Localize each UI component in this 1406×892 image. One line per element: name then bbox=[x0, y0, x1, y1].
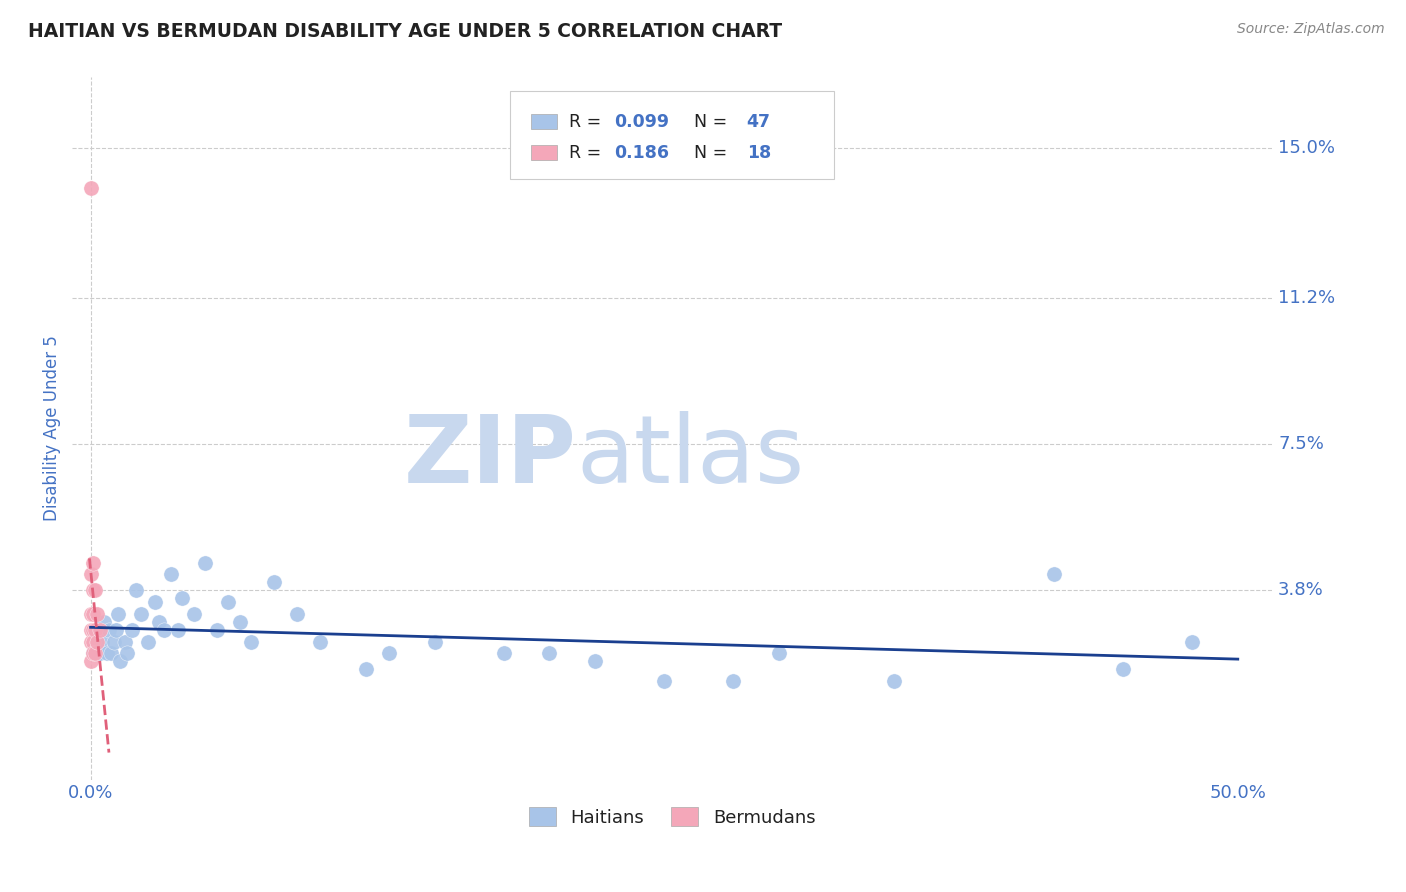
Point bbox=[100, 646, 122, 660]
Text: 15.0%: 15.0% bbox=[1278, 139, 1336, 158]
Point bbox=[538, 646, 561, 660]
Point bbox=[153, 623, 176, 637]
Point bbox=[107, 607, 129, 621]
Point bbox=[143, 595, 166, 609]
Text: N =: N = bbox=[683, 112, 733, 130]
Point bbox=[1043, 567, 1066, 582]
Point bbox=[103, 634, 125, 648]
Point bbox=[84, 646, 107, 660]
Point bbox=[378, 646, 401, 660]
Point bbox=[583, 654, 606, 668]
Point bbox=[104, 623, 127, 637]
Point bbox=[82, 634, 104, 648]
Point bbox=[125, 583, 148, 598]
Point bbox=[160, 567, 183, 582]
Point bbox=[309, 634, 332, 648]
Point bbox=[82, 607, 104, 621]
Point bbox=[228, 615, 250, 629]
Text: 3.8%: 3.8% bbox=[1278, 582, 1324, 599]
Point bbox=[721, 673, 744, 688]
Point bbox=[148, 615, 170, 629]
FancyBboxPatch shape bbox=[530, 114, 557, 129]
Point bbox=[110, 654, 132, 668]
Point bbox=[883, 673, 905, 688]
Point bbox=[89, 646, 111, 660]
Point bbox=[84, 634, 107, 648]
Point bbox=[82, 646, 104, 660]
Point bbox=[93, 615, 115, 629]
Point bbox=[1112, 662, 1135, 676]
Point bbox=[117, 646, 139, 660]
Point bbox=[129, 607, 152, 621]
Text: 7.5%: 7.5% bbox=[1278, 435, 1324, 453]
Point bbox=[84, 623, 107, 637]
Point bbox=[121, 623, 143, 637]
Text: ZIP: ZIP bbox=[404, 410, 576, 502]
Point bbox=[86, 623, 108, 637]
Text: 47: 47 bbox=[747, 112, 770, 130]
Point bbox=[136, 634, 159, 648]
FancyBboxPatch shape bbox=[510, 92, 834, 179]
Text: 18: 18 bbox=[747, 144, 770, 161]
Point bbox=[79, 607, 101, 621]
Point bbox=[86, 607, 108, 621]
Y-axis label: Disability Age Under 5: Disability Age Under 5 bbox=[44, 335, 60, 522]
Point bbox=[652, 673, 675, 688]
Text: R =: R = bbox=[569, 112, 607, 130]
Point bbox=[82, 646, 104, 660]
Point bbox=[172, 591, 194, 606]
Point bbox=[194, 556, 217, 570]
Point bbox=[79, 634, 101, 648]
Point bbox=[217, 595, 239, 609]
Point bbox=[91, 634, 114, 648]
Text: 0.099: 0.099 bbox=[614, 112, 669, 130]
Point bbox=[82, 623, 104, 637]
Text: Source: ZipAtlas.com: Source: ZipAtlas.com bbox=[1237, 22, 1385, 37]
Point bbox=[82, 556, 104, 570]
Point bbox=[84, 583, 107, 598]
Point bbox=[114, 634, 136, 648]
Point bbox=[86, 634, 108, 648]
Point bbox=[79, 181, 101, 195]
Point bbox=[1181, 634, 1204, 648]
Point bbox=[263, 575, 285, 590]
Text: 0.186: 0.186 bbox=[614, 144, 669, 161]
Point bbox=[492, 646, 515, 660]
Text: HAITIAN VS BERMUDAN DISABILITY AGE UNDER 5 CORRELATION CHART: HAITIAN VS BERMUDAN DISABILITY AGE UNDER… bbox=[28, 22, 782, 41]
FancyBboxPatch shape bbox=[530, 145, 557, 161]
Point bbox=[82, 583, 104, 598]
Point bbox=[79, 623, 101, 637]
Point bbox=[423, 634, 446, 648]
Point bbox=[240, 634, 263, 648]
Point bbox=[205, 623, 228, 637]
Point bbox=[768, 646, 790, 660]
Legend: Haitians, Bermudans: Haitians, Bermudans bbox=[522, 800, 823, 834]
Point bbox=[285, 607, 308, 621]
Point bbox=[166, 623, 188, 637]
Point bbox=[97, 623, 120, 637]
Text: R =: R = bbox=[569, 144, 612, 161]
Text: 11.2%: 11.2% bbox=[1278, 289, 1336, 308]
Text: atlas: atlas bbox=[576, 410, 804, 502]
Point bbox=[96, 646, 118, 660]
Point bbox=[89, 623, 111, 637]
Point bbox=[79, 567, 101, 582]
Point bbox=[183, 607, 205, 621]
Text: N =: N = bbox=[683, 144, 733, 161]
Point bbox=[79, 654, 101, 668]
Point bbox=[354, 662, 377, 676]
